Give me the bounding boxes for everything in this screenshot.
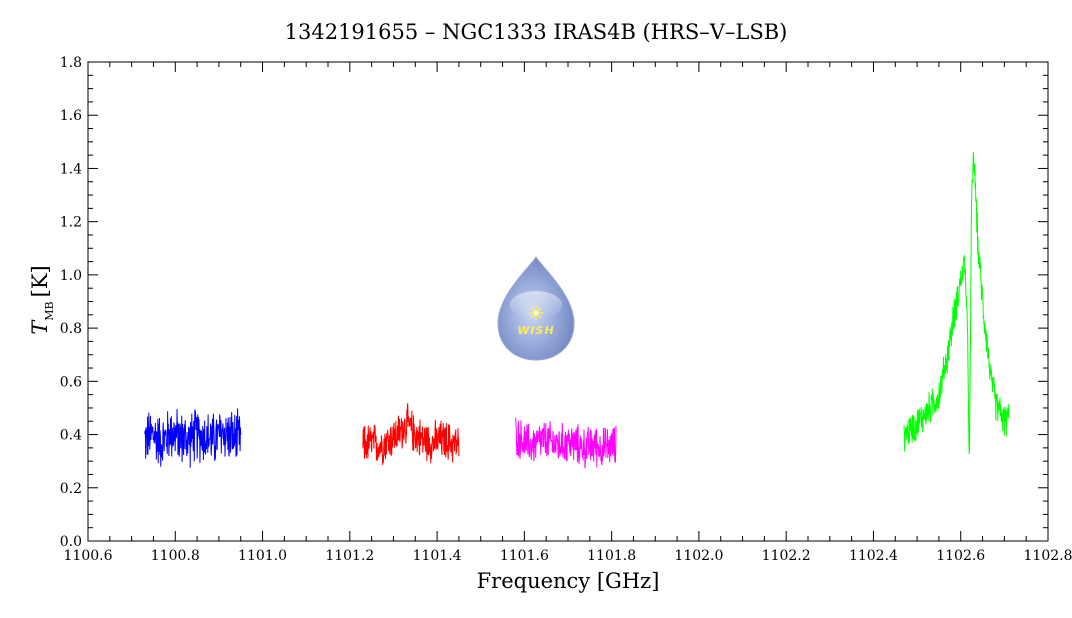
x-tick-label: 1101.2 — [325, 548, 374, 564]
chart-title: 1342191655 – NGC1333 IRAS4B (HRS–V–LSB) — [285, 20, 788, 44]
x-tick-label: 1101.8 — [587, 548, 636, 564]
svg-text:TMB[K]: TMB [K] — [28, 265, 56, 334]
x-tick-label: 1102.0 — [674, 548, 723, 564]
y-tick-label: 1.8 — [60, 55, 82, 71]
x-tick-label: 1101.0 — [238, 548, 287, 564]
x-tick-label: 1101.4 — [413, 548, 462, 564]
y-axis-label-main: T — [28, 319, 52, 335]
x-tick-label: 1102.8 — [1024, 548, 1072, 564]
y-tick-label: 0.0 — [60, 534, 82, 550]
logo-text: WISH — [517, 324, 554, 337]
x-tick-label: 1102.4 — [849, 548, 898, 564]
wish-logo: WISH — [497, 256, 575, 361]
y-tick-label: 1.2 — [60, 215, 82, 231]
y-tick-label: 1.4 — [60, 161, 82, 177]
y-axis-label-sub: MB — [43, 301, 56, 320]
series-layer — [144, 151, 1010, 469]
y-tick-label: 1.6 — [60, 108, 82, 124]
tick-layer — [87, 61, 1049, 542]
series-line-1 — [144, 408, 242, 468]
x-tick-label: 1102.6 — [936, 548, 985, 564]
y-tick-label: 0.8 — [60, 321, 82, 337]
y-tick-label: 1.0 — [60, 268, 82, 284]
series-line-2 — [362, 403, 460, 466]
x-tick-label: 1100.6 — [64, 548, 113, 564]
y-tick-label: 0.2 — [60, 481, 82, 497]
x-tick-labels: 1100.6 1100.8 1101.0 1101.2 1101.4 1101.6 1101… — [64, 548, 1072, 564]
x-tick-label: 1100.8 — [151, 548, 200, 564]
y-tick-labels: 0.0 0.2 0.4 0.6 0.8 1.0 1.2 1.4 1.6 1.8 — [60, 55, 82, 550]
y-tick-label: 0.6 — [60, 374, 82, 390]
drop-shine — [510, 291, 562, 319]
y-axis-label-unit: [K] — [28, 265, 52, 297]
series-line-4 — [903, 151, 1010, 455]
series-line-3 — [515, 417, 617, 469]
x-tick-label: 1102.2 — [762, 548, 811, 564]
y-axis-label: TMB [K] — [28, 265, 56, 334]
plot-area: 1100.6 1100.8 1101.0 1101.2 1101.4 1101.6 1101… — [60, 55, 1072, 564]
star-icon — [529, 306, 543, 320]
y-tick-label: 0.4 — [60, 428, 82, 444]
x-axis-label: Frequency [GHz] — [477, 569, 660, 593]
x-tick-label: 1101.6 — [500, 548, 549, 564]
